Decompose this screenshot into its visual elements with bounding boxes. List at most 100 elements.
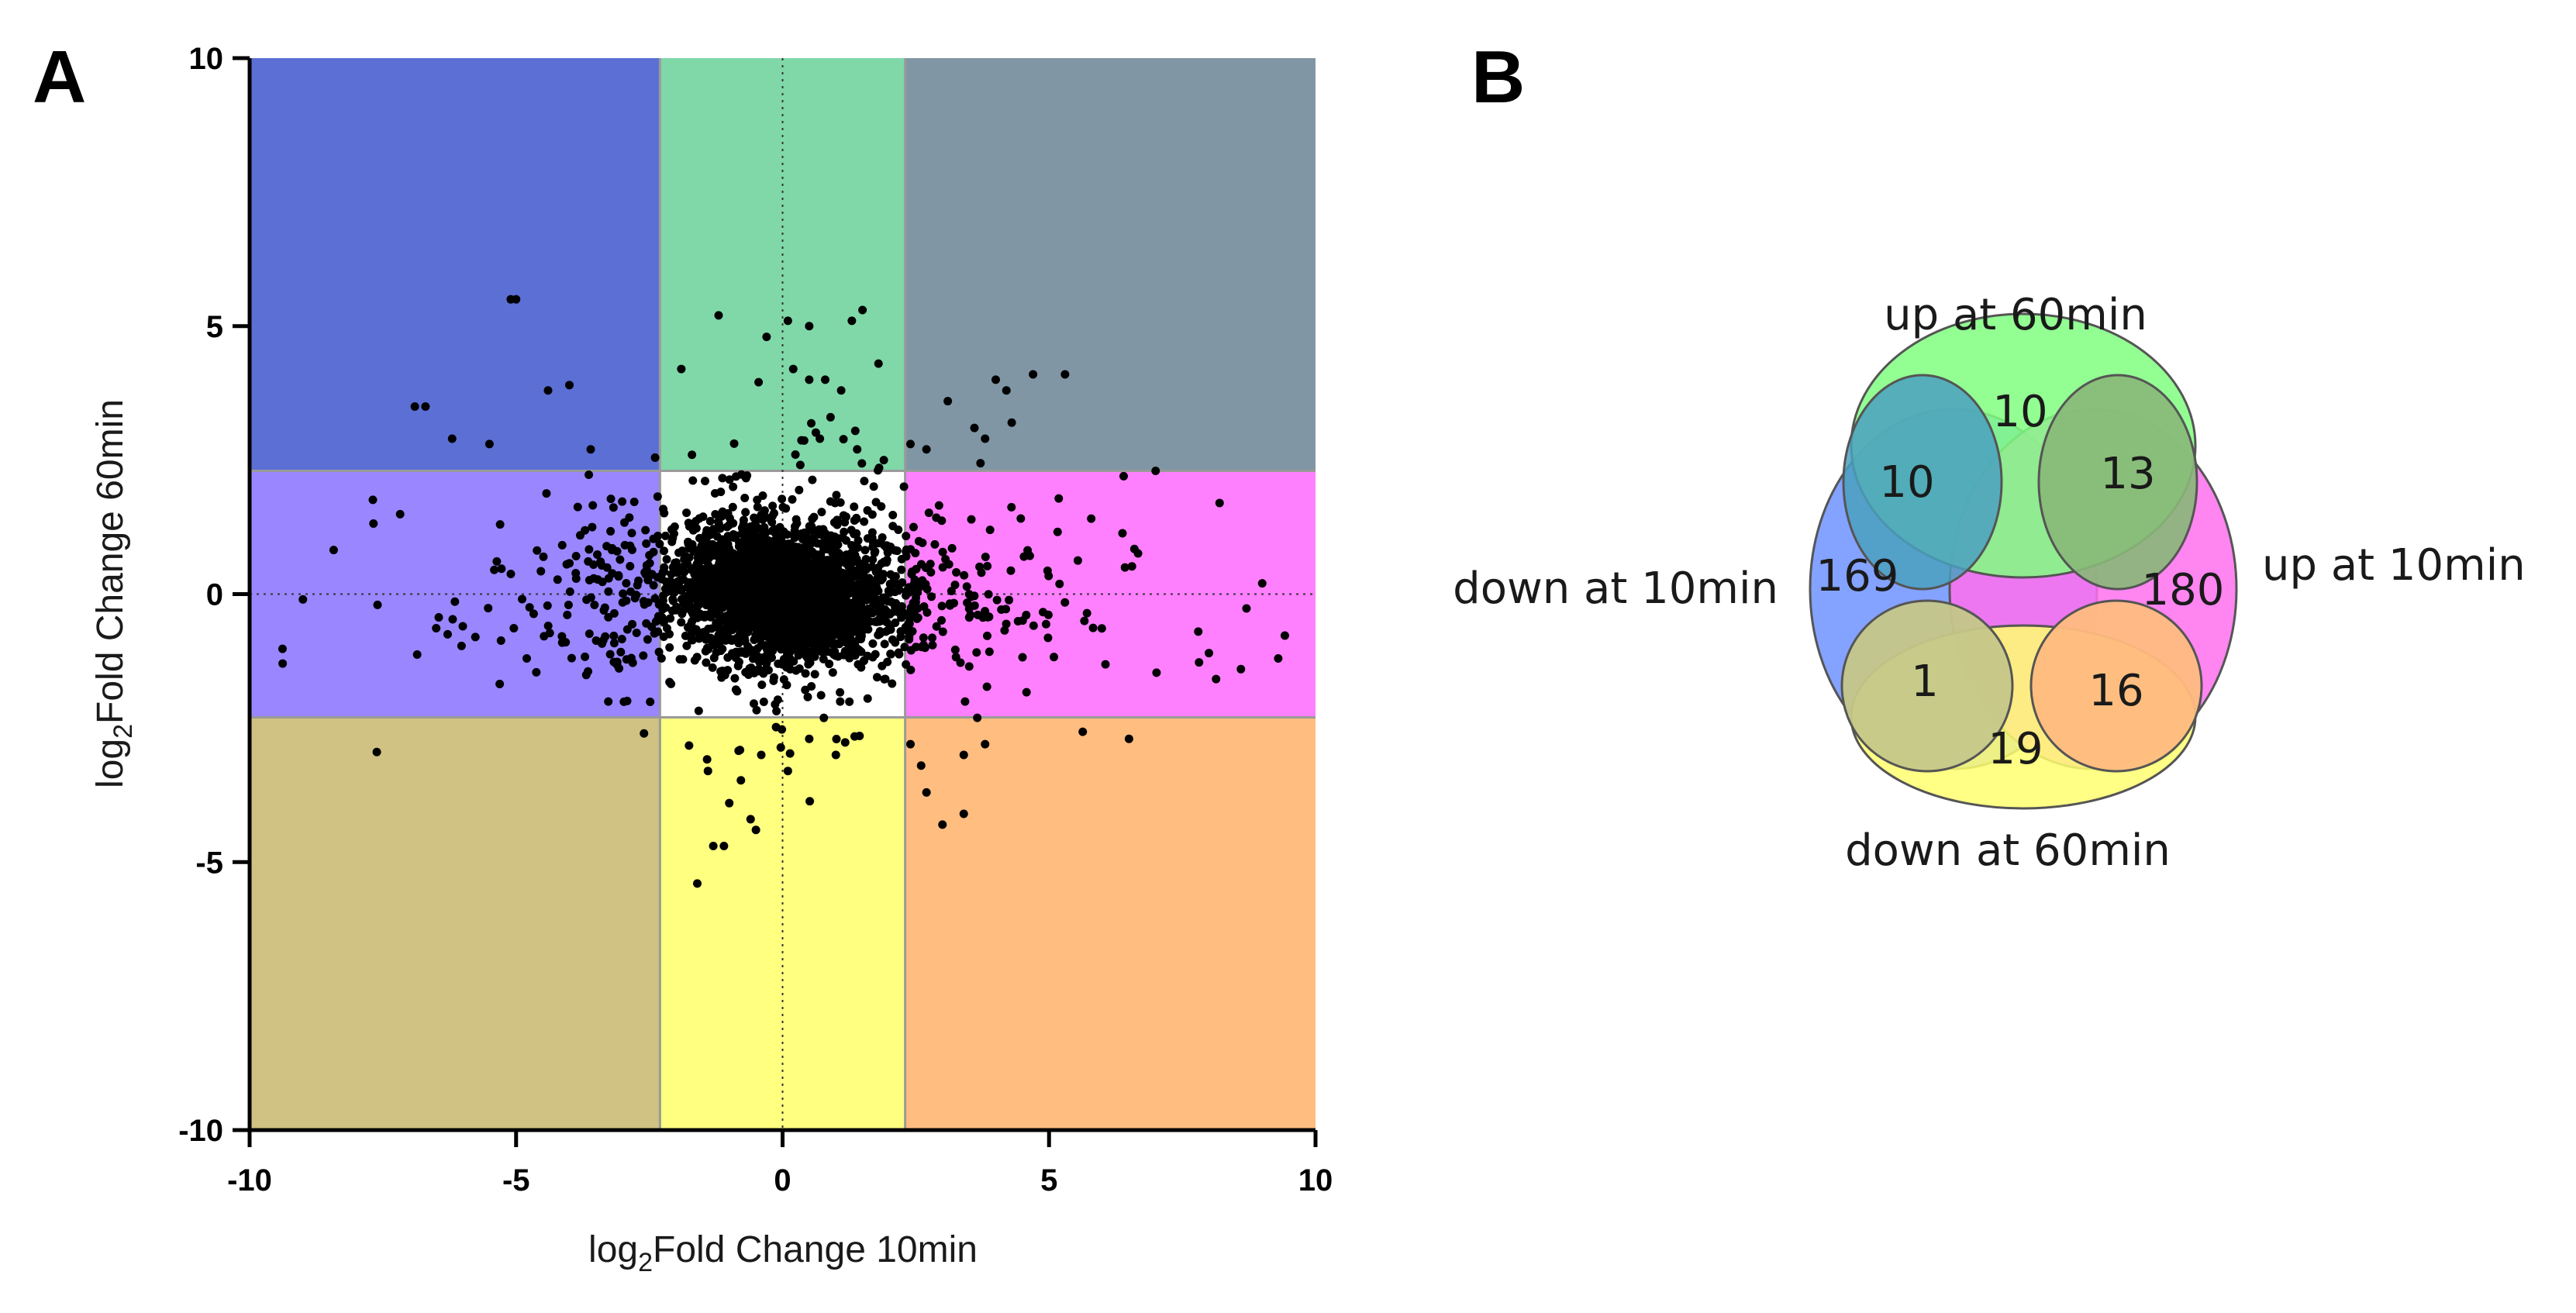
data-point bbox=[641, 526, 650, 535]
data-point bbox=[699, 592, 709, 601]
data-point bbox=[839, 612, 848, 622]
data-point bbox=[821, 375, 829, 384]
x-axis-title-pre: log bbox=[588, 1229, 638, 1270]
data-point bbox=[776, 629, 785, 639]
data-point bbox=[1005, 595, 1014, 605]
data-point bbox=[729, 482, 738, 491]
data-point bbox=[739, 515, 748, 525]
data-point bbox=[785, 749, 795, 758]
data-point bbox=[714, 517, 723, 526]
data-point bbox=[854, 629, 864, 638]
data-point bbox=[885, 609, 895, 619]
data-point bbox=[913, 588, 922, 597]
data-point bbox=[495, 520, 505, 529]
data-point bbox=[710, 489, 719, 498]
data-point bbox=[658, 567, 667, 577]
data-point bbox=[798, 643, 808, 653]
data-point bbox=[887, 579, 896, 588]
data-point bbox=[1073, 556, 1082, 565]
data-point bbox=[694, 706, 703, 715]
data-point bbox=[571, 551, 581, 560]
data-point bbox=[443, 629, 452, 639]
data-point bbox=[782, 623, 791, 632]
data-point bbox=[855, 731, 864, 740]
data-point bbox=[845, 697, 854, 706]
data-point bbox=[730, 674, 740, 683]
data-point bbox=[693, 553, 702, 563]
data-point bbox=[506, 295, 516, 304]
y-tick-label: -5 bbox=[195, 846, 223, 880]
data-point bbox=[640, 729, 649, 738]
data-point bbox=[791, 549, 801, 558]
venn-overlap-down10-up60 bbox=[1842, 374, 2003, 591]
data-point bbox=[800, 542, 809, 551]
data-point bbox=[533, 546, 542, 555]
data-point bbox=[713, 622, 722, 631]
data-point bbox=[589, 574, 598, 583]
data-point bbox=[814, 638, 823, 647]
data-point bbox=[740, 563, 749, 573]
data-point bbox=[590, 601, 599, 610]
data-point bbox=[751, 584, 760, 594]
data-point bbox=[855, 559, 864, 568]
data-point bbox=[506, 570, 516, 579]
data-point bbox=[956, 658, 965, 667]
data-point bbox=[645, 559, 654, 568]
data-point bbox=[1212, 674, 1221, 684]
data-point bbox=[684, 598, 693, 608]
data-point bbox=[745, 579, 754, 588]
x-tick-label: 10 bbox=[1298, 1163, 1333, 1198]
data-point bbox=[779, 527, 788, 536]
data-point bbox=[783, 316, 792, 326]
data-point bbox=[880, 639, 889, 649]
data-point bbox=[769, 633, 778, 643]
data-point bbox=[509, 623, 519, 632]
data-point bbox=[981, 739, 990, 749]
y-axis-title-sub: 2 bbox=[109, 724, 138, 739]
data-point bbox=[795, 460, 805, 470]
data-point bbox=[833, 548, 843, 557]
data-point bbox=[619, 589, 628, 598]
data-point bbox=[739, 623, 748, 632]
data-point bbox=[846, 634, 855, 643]
panel-label-a: A bbox=[33, 36, 86, 119]
data-point bbox=[808, 619, 817, 629]
data-point bbox=[1118, 529, 1127, 538]
data-point bbox=[947, 586, 956, 595]
data-point bbox=[1053, 527, 1062, 536]
data-point bbox=[750, 534, 760, 543]
data-point bbox=[867, 528, 877, 537]
data-point bbox=[709, 600, 718, 609]
data-point bbox=[695, 533, 705, 543]
data-point bbox=[902, 532, 911, 541]
data-point bbox=[682, 508, 691, 518]
data-point bbox=[798, 535, 807, 544]
y-tick-label: 0 bbox=[206, 578, 223, 612]
data-point bbox=[871, 567, 881, 577]
data-point bbox=[716, 594, 726, 604]
data-point bbox=[536, 567, 546, 576]
data-point bbox=[761, 573, 771, 582]
data-point bbox=[906, 665, 916, 674]
data-point bbox=[702, 601, 711, 610]
data-point bbox=[822, 570, 831, 579]
data-point bbox=[588, 501, 598, 510]
data-point bbox=[938, 547, 947, 557]
data-point bbox=[728, 502, 737, 512]
data-point bbox=[841, 512, 850, 522]
data-point bbox=[769, 508, 778, 518]
data-point bbox=[653, 531, 663, 540]
data-point bbox=[872, 582, 881, 591]
data-point bbox=[1082, 608, 1091, 618]
data-point bbox=[938, 820, 947, 829]
data-point bbox=[860, 477, 869, 486]
data-point bbox=[916, 761, 926, 770]
data-point bbox=[775, 556, 785, 565]
data-point bbox=[791, 450, 800, 460]
data-point bbox=[860, 546, 870, 555]
data-point bbox=[912, 643, 921, 652]
data-point bbox=[868, 555, 878, 564]
data-point bbox=[719, 550, 728, 560]
data-point bbox=[760, 560, 770, 569]
data-point bbox=[669, 529, 678, 539]
